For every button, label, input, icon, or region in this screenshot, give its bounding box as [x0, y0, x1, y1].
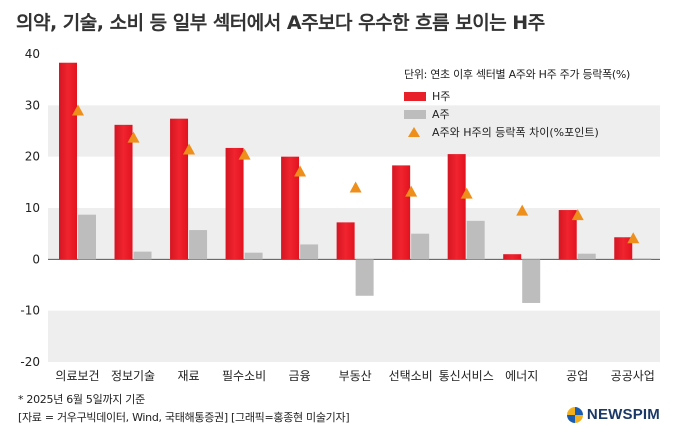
- legend-unit-label: 단위: 연초 이후 섹터별 A주와 H주 주가 등락폭(%): [404, 68, 631, 81]
- brand-logo: NEWSPIM: [566, 406, 660, 423]
- bar-a-share: [300, 244, 319, 260]
- x-tick-label: 공공사업: [611, 369, 655, 383]
- marker-gap-triangle: [183, 143, 196, 155]
- legend-item-h-share: H주: [404, 88, 450, 104]
- bar-h-share: [558, 210, 577, 260]
- bar-a-share: [633, 258, 652, 260]
- marker-gap-triangle: [294, 165, 307, 177]
- newspim-logo-icon: [566, 406, 583, 423]
- bar-a-share: [522, 259, 541, 303]
- marker-gap-triangle: [571, 209, 584, 221]
- bar-a-share: [133, 251, 152, 260]
- bar-h-share: [392, 165, 411, 260]
- footnote-source: [자료 = 거우구빅데이터, Wind, 국태해통증권] [그래픽=홍종현 미술…: [18, 411, 350, 424]
- y-tick-label: 30: [25, 98, 40, 112]
- x-tick-label: 정보기술: [111, 369, 155, 383]
- marker-gap-triangle: [516, 204, 529, 216]
- marker-gap-triangle: [460, 187, 473, 199]
- bar-a-share: [189, 230, 208, 260]
- bar-h-share: [503, 254, 522, 260]
- y-tick-label: -20: [20, 355, 40, 369]
- marker-gap-triangle: [238, 148, 251, 160]
- bar-h-share: [225, 147, 244, 260]
- y-tick-label: 0: [32, 252, 40, 266]
- x-tick-label: 의료보건: [55, 369, 99, 383]
- bar-h-share: [59, 62, 77, 260]
- x-tick-label: 통신서비스: [439, 369, 494, 383]
- y-tick-label: -10: [20, 304, 40, 318]
- legend-item-a-share: A주: [404, 106, 450, 122]
- x-tick-label: 공업: [566, 369, 588, 383]
- bar-h-share: [281, 156, 300, 260]
- legend-swatch-h: [404, 91, 426, 101]
- bar-a-share: [577, 253, 596, 260]
- x-tick-label: 부동산: [339, 369, 372, 383]
- bar-a-share: [244, 252, 263, 260]
- chart-title: 의약, 기술, 소비 등 일부 섹터에서 A주보다 우수한 흐름 보이는 H주: [16, 12, 545, 34]
- legend-label-a: A주: [432, 108, 450, 121]
- x-tick-label: 선택소비: [389, 369, 433, 383]
- brand-name: NEWSPIM: [586, 406, 660, 423]
- y-tick-label: 40: [25, 47, 40, 61]
- bar-a-share: [411, 233, 430, 260]
- bar-a-share: [78, 214, 96, 260]
- legend-label-gap: A주와 H주의 등락폭 차이(%포인트): [432, 126, 599, 139]
- legend-label-h: H주: [432, 90, 451, 103]
- bar-a-share: [355, 259, 374, 296]
- legend-swatch-a: [404, 109, 426, 119]
- marker-gap-triangle: [72, 104, 84, 116]
- bar-a-share: [466, 220, 485, 260]
- bar-h-share: [170, 118, 189, 260]
- x-tick-label: 필수소비: [222, 369, 266, 383]
- marker-gap-triangle: [349, 181, 362, 193]
- bar-h-share: [336, 222, 355, 260]
- x-tick-label: 금융: [289, 369, 311, 383]
- grid-band: [48, 310, 660, 362]
- x-tick-label: 에너지: [505, 369, 538, 383]
- legend-item-gap: A주와 H주의 등락폭 차이(%포인트): [404, 124, 599, 140]
- grid-band: [48, 105, 660, 157]
- marker-gap-triangle: [627, 232, 640, 244]
- legend-triangle-icon: [408, 127, 420, 137]
- bar-h-share: [447, 154, 466, 260]
- x-tick-label: 재료: [178, 369, 200, 383]
- marker-gap-triangle: [405, 185, 418, 197]
- y-tick-label: 20: [25, 150, 40, 164]
- marker-gap-triangle: [127, 131, 140, 143]
- y-tick-label: 10: [25, 201, 40, 215]
- bar-h-share: [114, 124, 133, 260]
- footnote-date: * 2025년 6월 5일까지 기준: [18, 393, 145, 406]
